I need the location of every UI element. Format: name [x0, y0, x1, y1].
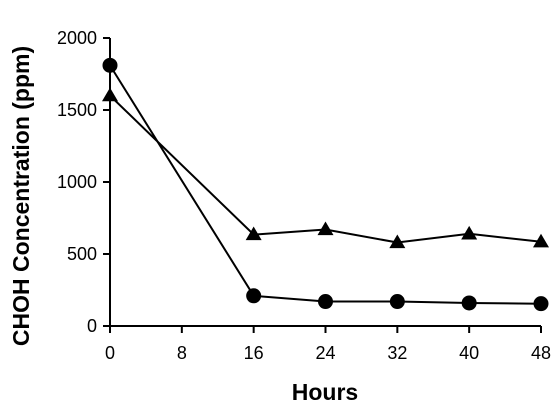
circle-series-line	[109, 64, 542, 305]
x-tick-label: 8	[177, 343, 187, 363]
circle-marker	[389, 294, 405, 310]
triangle-marker	[533, 233, 549, 248]
triangle-marker	[389, 234, 406, 249]
series-group	[102, 57, 549, 312]
triangle-series	[102, 87, 549, 249]
x-tick-label: 40	[459, 343, 479, 363]
x-tick-label: 32	[387, 343, 407, 363]
x-tick-label: 24	[315, 343, 335, 363]
y-tick-label: 1000	[57, 172, 97, 192]
triangle-marker	[317, 221, 334, 236]
axes	[109, 38, 541, 327]
triangle-marker	[461, 225, 478, 240]
y-axis-title: CHOH Concentration (ppm)	[8, 46, 34, 346]
triangle-series-line	[109, 94, 542, 244]
x-tick-label: 16	[244, 343, 264, 363]
circle-marker	[533, 296, 549, 312]
y-tick-label: 500	[67, 244, 97, 264]
circle-marker	[318, 294, 333, 310]
tick-marks: 0 8 16 24 32 40 48 0 500 1000 1500 2000	[57, 28, 551, 363]
y-tick-label: 2000	[57, 28, 97, 48]
triangle-marker	[102, 87, 118, 102]
y-tick-label: 1500	[57, 100, 97, 120]
circle-marker	[461, 295, 477, 311]
x-tick-label: 48	[531, 343, 551, 363]
y-tick-label: 0	[87, 316, 97, 336]
circle-marker	[246, 288, 262, 304]
triangle-marker	[245, 226, 262, 241]
circle-marker	[102, 57, 118, 73]
circle-series	[102, 57, 549, 312]
x-axis-title: Hours	[292, 379, 358, 405]
x-tick-label: 0	[105, 343, 115, 363]
